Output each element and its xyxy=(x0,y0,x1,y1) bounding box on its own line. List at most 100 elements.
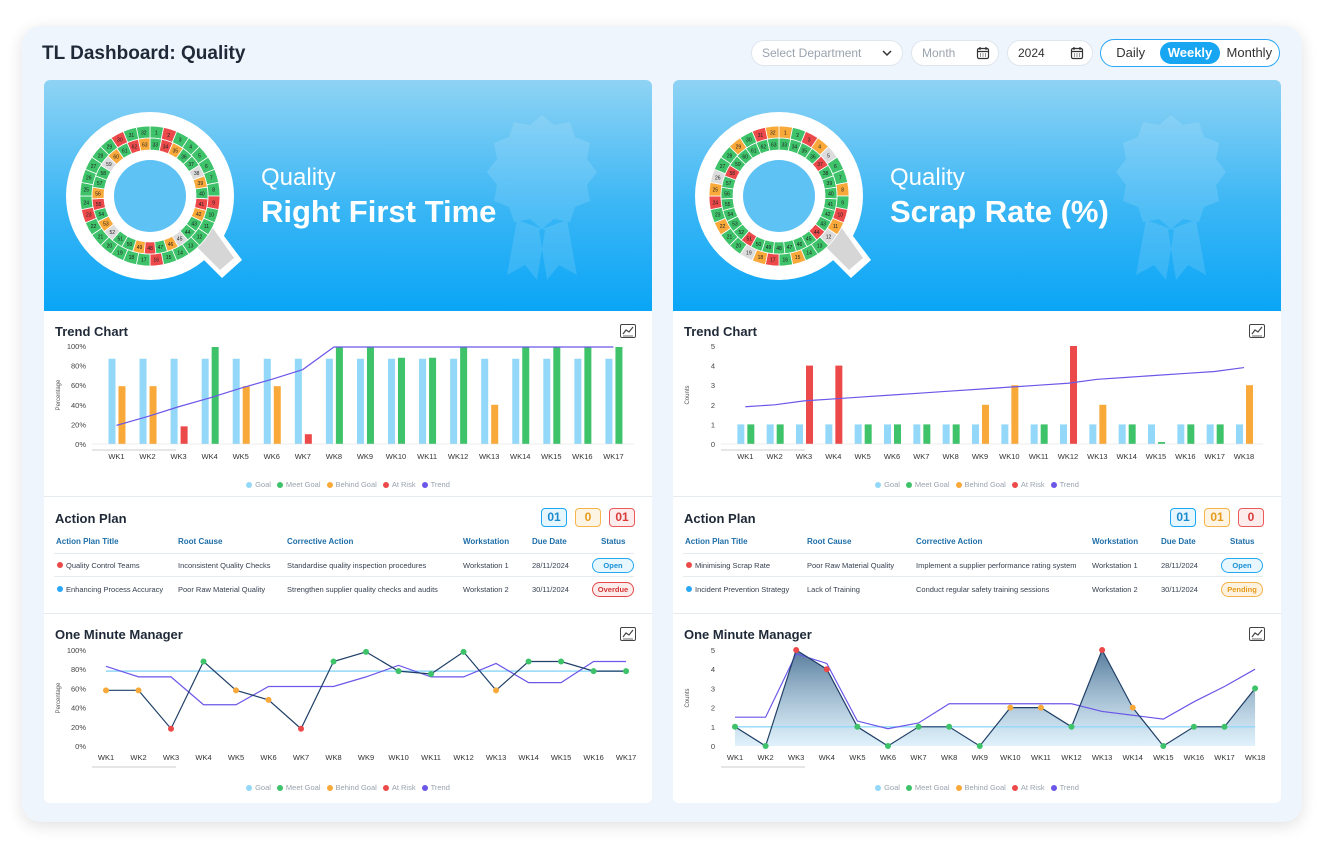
legend-item[interactable]: Behind Goal xyxy=(955,480,1006,489)
data-point[interactable] xyxy=(200,658,207,665)
actual-bar[interactable] xyxy=(118,386,126,444)
status-badge[interactable]: Overdue xyxy=(592,582,634,597)
goal-bar[interactable] xyxy=(294,358,302,444)
data-point[interactable] xyxy=(732,723,738,730)
actual-bar[interactable] xyxy=(366,346,374,444)
goal-bar[interactable] xyxy=(1030,424,1038,444)
actual-bar[interactable] xyxy=(304,434,312,444)
data-point[interactable] xyxy=(1099,647,1106,653)
actual-bar[interactable] xyxy=(864,424,872,444)
actual-bar[interactable] xyxy=(615,346,623,444)
data-point[interactable] xyxy=(915,723,922,730)
goal-bar[interactable] xyxy=(170,358,178,444)
legend-item[interactable]: At Risk xyxy=(382,783,416,792)
goal-bar[interactable] xyxy=(201,358,209,444)
goal-bar[interactable] xyxy=(543,358,551,444)
month-picker[interactable]: Month xyxy=(911,40,999,66)
actual-bar[interactable] xyxy=(522,346,530,444)
goal-bar[interactable] xyxy=(1060,424,1068,444)
actual-bar[interactable] xyxy=(1040,424,1048,444)
legend-item[interactable]: Goal xyxy=(875,480,900,489)
data-point[interactable] xyxy=(428,671,435,677)
data-point[interactable] xyxy=(103,687,109,694)
data-point[interactable] xyxy=(168,725,175,732)
goal-bar[interactable] xyxy=(388,358,396,444)
goal-bar[interactable] xyxy=(884,424,892,444)
data-point[interactable] xyxy=(1129,704,1136,711)
legend-item[interactable]: Meet Goal xyxy=(276,480,321,489)
actual-bar[interactable] xyxy=(584,346,592,444)
legend-item[interactable]: Goal xyxy=(246,480,271,489)
goal-bar[interactable] xyxy=(605,358,613,444)
legend-item[interactable]: Behind Goal xyxy=(955,783,1006,792)
legend-item[interactable]: At Risk xyxy=(1011,783,1045,792)
goal-bar[interactable] xyxy=(232,358,240,444)
status-badge[interactable]: Open xyxy=(1221,558,1263,573)
actual-bar[interactable] xyxy=(806,365,814,444)
legend-item[interactable]: Meet Goal xyxy=(276,783,321,792)
goal-bar[interactable] xyxy=(139,358,147,444)
data-point[interactable] xyxy=(233,687,240,694)
actual-bar[interactable] xyxy=(747,424,755,444)
data-point[interactable] xyxy=(762,743,769,749)
legend-item[interactable]: Meet Goal xyxy=(905,480,950,489)
actual-bar[interactable] xyxy=(982,404,990,444)
data-point[interactable] xyxy=(976,743,983,749)
actual-bar[interactable] xyxy=(1099,404,1107,444)
data-point[interactable] xyxy=(823,666,830,673)
goal-bar[interactable] xyxy=(1001,424,1009,444)
data-point[interactable] xyxy=(884,743,891,749)
goal-bar[interactable] xyxy=(450,358,458,444)
view-weekly-button[interactable]: Weekly xyxy=(1160,42,1220,64)
actual-bar[interactable] xyxy=(776,424,784,444)
legend-item[interactable]: At Risk xyxy=(1011,480,1045,489)
goal-bar[interactable] xyxy=(1089,424,1097,444)
actual-bar[interactable] xyxy=(1187,424,1195,444)
goal-bar[interactable] xyxy=(108,358,116,444)
data-point[interactable] xyxy=(623,668,630,675)
goal-bar[interactable] xyxy=(512,358,520,444)
data-point[interactable] xyxy=(1037,704,1044,711)
data-point[interactable] xyxy=(854,723,861,730)
goal-bar[interactable] xyxy=(766,424,774,444)
goal-bar[interactable] xyxy=(796,424,804,444)
goal-bar[interactable] xyxy=(356,358,364,444)
data-point[interactable] xyxy=(330,658,337,665)
actual-bar[interactable] xyxy=(460,346,468,444)
actual-bar[interactable] xyxy=(491,404,499,444)
data-point[interactable] xyxy=(395,668,402,675)
data-point[interactable] xyxy=(1160,743,1167,749)
legend-item[interactable]: Trend xyxy=(1050,480,1079,489)
status-badge[interactable]: Open xyxy=(592,558,634,573)
data-point[interactable] xyxy=(363,648,370,655)
actual-bar[interactable] xyxy=(211,346,219,444)
actual-bar[interactable] xyxy=(835,365,843,444)
legend-item[interactable]: Behind Goal xyxy=(326,783,377,792)
actual-bar[interactable] xyxy=(1158,442,1166,444)
legend-item[interactable]: Behind Goal xyxy=(326,480,377,489)
legend-item[interactable]: At Risk xyxy=(382,480,416,489)
view-monthly-button[interactable]: Monthly xyxy=(1226,45,1273,60)
goal-bar[interactable] xyxy=(1177,424,1185,444)
department-select[interactable]: Select Department xyxy=(751,40,903,66)
year-picker[interactable]: 2024 xyxy=(1007,40,1093,66)
data-point[interactable] xyxy=(1221,723,1228,730)
actual-bar[interactable] xyxy=(429,357,437,444)
goal-bar[interactable] xyxy=(972,424,980,444)
legend-item[interactable]: Trend xyxy=(1050,783,1079,792)
data-point[interactable] xyxy=(460,648,467,655)
view-daily-button[interactable]: Daily xyxy=(1116,45,1146,60)
goal-bar[interactable] xyxy=(942,424,950,444)
chart-options-icon[interactable] xyxy=(1249,627,1265,641)
data-point[interactable] xyxy=(135,687,142,694)
actual-bar[interactable] xyxy=(923,424,931,444)
goal-bar[interactable] xyxy=(737,424,745,444)
goal-bar[interactable] xyxy=(263,358,271,444)
actual-bar[interactable] xyxy=(952,424,960,444)
data-point[interactable] xyxy=(525,658,532,665)
legend-item[interactable]: Trend xyxy=(421,480,450,489)
data-point[interactable] xyxy=(946,723,953,730)
goal-bar[interactable] xyxy=(1236,424,1244,444)
data-point[interactable] xyxy=(1007,704,1014,711)
actual-bar[interactable] xyxy=(273,386,281,444)
